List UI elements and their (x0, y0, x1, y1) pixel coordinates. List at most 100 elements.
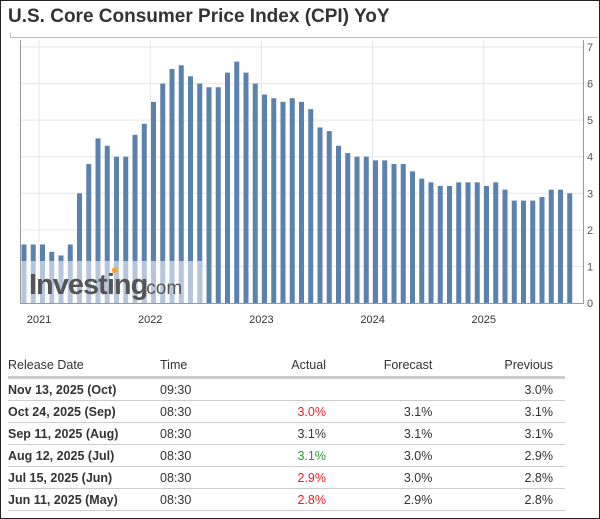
bar-oct-2021[interactable] (132, 134, 138, 303)
bar-may-2023[interactable] (308, 109, 314, 304)
release-date-cell: Jul 15, 2025 (Jun) (8, 466, 160, 489)
bar-jul-2022[interactable] (215, 87, 221, 303)
bar-nov-2023[interactable] (363, 156, 369, 303)
previous-cell: 2.8% (432, 488, 565, 511)
forecast-cell: 3.0% (325, 466, 433, 489)
bar-oct-2022[interactable] (243, 72, 249, 303)
bar-mar-2024[interactable] (400, 164, 406, 303)
bar-nov-2021[interactable] (141, 123, 147, 303)
forecast-cell: 3.0% (325, 444, 433, 467)
y-tick-label: 6 (587, 79, 593, 91)
svg-text:.com: .com (141, 278, 182, 299)
release-date-cell: Aug 12, 2025 (Jul) (8, 444, 160, 467)
y-tick-label: 2 (587, 225, 593, 237)
release-date-cell: Nov 13, 2025 (Oct) (8, 377, 160, 401)
bar-may-2021[interactable] (86, 164, 92, 303)
bar-sep-2025[interactable] (567, 193, 573, 303)
bar-sep-2024[interactable] (456, 182, 462, 303)
x-tick-label: 2021 (27, 314, 51, 326)
bar-aug-2021[interactable] (114, 156, 119, 303)
header-time[interactable]: Time (160, 354, 250, 379)
header-previous[interactable]: Previous (432, 354, 565, 379)
previous-cell: 2.8% (432, 466, 565, 489)
table-row: Jul 15, 2025 (Jun) 08:30 2.9% 3.0% 2.8% (8, 466, 565, 489)
x-tick-label: 2023 (249, 314, 273, 326)
bar-oct-2024[interactable] (465, 182, 471, 303)
time-cell: 08:30 (160, 466, 250, 489)
bar-jun-2023[interactable] (317, 127, 323, 303)
release-date-cell: Oct 24, 2025 (Sep) (8, 400, 160, 423)
actual-cell: 2.9% (250, 466, 326, 489)
bar-aug-2025[interactable] (558, 189, 563, 303)
bar-may-2025[interactable] (530, 200, 536, 303)
bar-sep-2023[interactable] (345, 153, 351, 303)
bar-jan-2022[interactable] (160, 83, 166, 303)
bar-jan-2024[interactable] (382, 160, 388, 303)
bar-jun-2025[interactable] (539, 196, 545, 303)
bar-jul-2023[interactable] (326, 131, 332, 303)
bar-jul-2021[interactable] (104, 145, 110, 303)
bar-mar-2025[interactable] (511, 200, 517, 303)
x-tick-label: 2024 (360, 314, 384, 326)
bar-jan-2025[interactable] (493, 182, 499, 303)
watermark-logo: Investing .com (20, 261, 202, 303)
bar-aug-2023[interactable] (336, 145, 341, 303)
previous-cell: 2.9% (432, 444, 565, 467)
bar-sep-2021[interactable] (123, 156, 129, 303)
time-cell: 08:30 (160, 422, 250, 445)
forecast-cell (325, 377, 433, 401)
bar-may-2024[interactable] (419, 178, 425, 303)
time-cell: 08:30 (160, 488, 250, 511)
bar-jun-2024[interactable] (428, 182, 434, 303)
bars (21, 61, 573, 304)
forecast-cell: 3.1% (325, 422, 433, 445)
bar-apr-2025[interactable] (521, 200, 526, 303)
table-row: Sep 11, 2025 (Aug) 08:30 3.1% 3.1% 3.1% (8, 422, 565, 445)
release-table: Release Date Time Actual Forecast Previo… (8, 354, 565, 511)
actual-cell: 3.0% (250, 400, 326, 423)
bar-apr-2023[interactable] (299, 101, 304, 303)
bar-mar-2022[interactable] (178, 65, 184, 304)
forecast-cell: 3.1% (325, 400, 433, 423)
bar-jan-2023[interactable] (271, 98, 277, 303)
header-forecast[interactable]: Forecast (325, 354, 433, 379)
bar-jun-2022[interactable] (206, 87, 212, 303)
header-release-date[interactable]: Release Date (8, 354, 160, 379)
bar-dec-2023[interactable] (373, 160, 378, 303)
bar-feb-2022[interactable] (169, 68, 175, 303)
svg-text:Investing: Investing (29, 269, 147, 301)
bar-apr-2021[interactable] (77, 193, 82, 303)
bar-dec-2021[interactable] (151, 101, 156, 303)
bar-feb-2023[interactable] (280, 101, 286, 303)
bar-aug-2022[interactable] (225, 72, 230, 303)
bar-feb-2024[interactable] (391, 164, 397, 303)
previous-cell: 3.1% (432, 400, 565, 423)
table-row: Aug 12, 2025 (Jul) 08:30 3.1% 3.0% 2.9% (8, 444, 565, 467)
y-tick-label: 0 (587, 298, 593, 310)
bar-may-2022[interactable] (197, 83, 203, 303)
bar-jun-2021[interactable] (95, 138, 101, 303)
bar-aug-2024[interactable] (447, 185, 452, 303)
bar-jul-2024[interactable] (437, 185, 443, 303)
bar-sep-2022[interactable] (234, 61, 240, 303)
bar-mar-2023[interactable] (289, 98, 295, 303)
bar-nov-2024[interactable] (474, 182, 480, 303)
actual-cell (250, 377, 326, 401)
y-tick-label: 1 (587, 261, 593, 273)
time-cell: 08:30 (160, 400, 250, 423)
y-tick-label: 7 (587, 42, 593, 54)
page-title: U.S. Core Consumer Price Index (CPI) YoY (8, 6, 390, 27)
bar-oct-2023[interactable] (354, 156, 360, 303)
axes: 0 1 2 3 4 5 6 7 2021 2022 2023 2024 2025 (20, 40, 593, 326)
bar-dec-2024[interactable] (484, 185, 489, 303)
bar-apr-2024[interactable] (410, 171, 415, 303)
bar-nov-2022[interactable] (252, 83, 258, 303)
chart-frame (10, 33, 598, 38)
bar-feb-2025[interactable] (502, 189, 508, 303)
bar-jul-2025[interactable] (548, 189, 554, 303)
time-cell: 08:30 (160, 444, 250, 467)
x-tick-label: 2022 (138, 314, 162, 326)
bar-apr-2022[interactable] (188, 76, 193, 303)
header-actual[interactable]: Actual (250, 354, 326, 379)
bar-dec-2022[interactable] (262, 94, 267, 304)
